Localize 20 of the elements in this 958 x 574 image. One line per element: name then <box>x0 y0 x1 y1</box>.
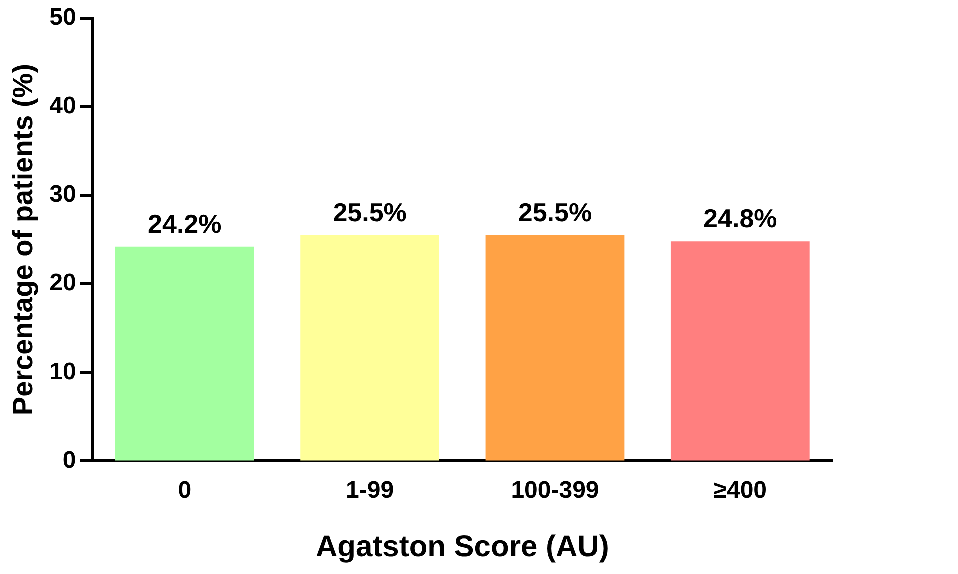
bar <box>115 246 254 461</box>
x-tick-label: 100-399 <box>511 477 600 504</box>
bar <box>486 235 625 461</box>
data-label: 25.5% <box>333 198 407 228</box>
y-tick-label: 30 <box>50 181 76 208</box>
bar <box>300 235 440 461</box>
y-tick-label: 10 <box>50 358 76 386</box>
y-tick-label: 20 <box>50 270 76 297</box>
x-axis-title: Agatston Score (AU) <box>316 530 610 564</box>
y-axis-title: Percentage of patients (%) <box>8 64 39 416</box>
y-tick-label: 40 <box>50 92 76 120</box>
bar <box>670 242 810 461</box>
data-label: 24.2% <box>148 209 222 240</box>
x-tick-label: 0 <box>178 477 192 504</box>
data-label: 24.8% <box>704 204 778 234</box>
x-tick-label: ≥400 <box>714 477 768 504</box>
x-tick-label: 1-99 <box>346 477 394 504</box>
y-tick-label: 0 <box>62 446 76 474</box>
y-tick-label: 50 <box>50 4 76 32</box>
data-label: 25.5% <box>518 198 592 228</box>
